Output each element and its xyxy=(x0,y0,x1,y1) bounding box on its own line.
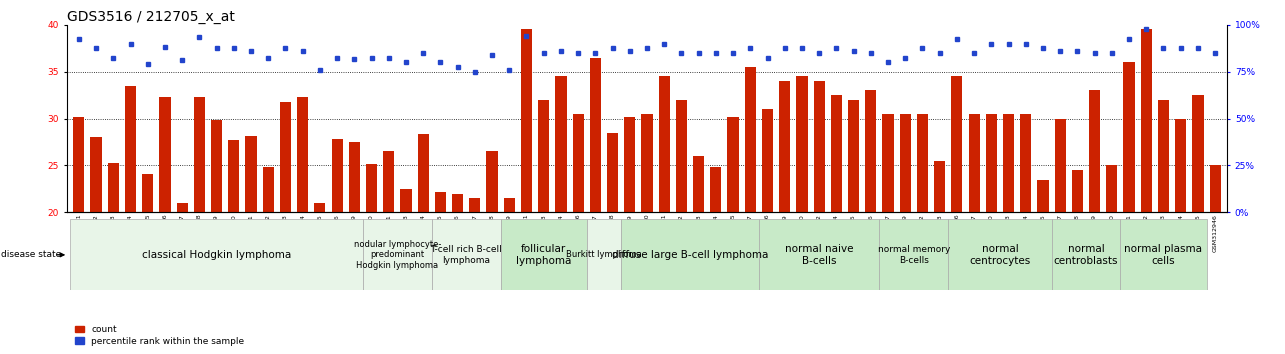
Bar xyxy=(948,219,1051,290)
Bar xyxy=(1174,119,1186,212)
Bar xyxy=(1121,219,1207,290)
Bar xyxy=(1123,62,1135,212)
Bar xyxy=(1158,100,1169,212)
Bar xyxy=(693,156,704,212)
Bar xyxy=(1051,219,1121,290)
Bar xyxy=(641,114,653,212)
Text: normal
centrocytes: normal centrocytes xyxy=(969,244,1031,266)
Bar xyxy=(383,152,394,212)
Bar xyxy=(434,192,446,212)
Bar xyxy=(1037,179,1049,212)
Text: normal naive
B-cells: normal naive B-cells xyxy=(785,244,853,266)
Bar xyxy=(108,163,120,212)
Bar xyxy=(813,81,825,212)
Bar xyxy=(362,219,432,290)
Bar xyxy=(607,133,618,212)
Text: disease state: disease state xyxy=(1,250,62,259)
Text: GDS3516 / 212705_x_at: GDS3516 / 212705_x_at xyxy=(67,10,235,24)
Bar xyxy=(865,90,876,212)
Bar xyxy=(520,29,532,212)
Bar xyxy=(727,117,739,212)
Text: classical Hodgkin lymphoma: classical Hodgkin lymphoma xyxy=(141,250,292,260)
Text: follicular
lymphoma: follicular lymphoma xyxy=(517,244,572,266)
Bar xyxy=(262,167,274,212)
Text: normal plasma
cells: normal plasma cells xyxy=(1124,244,1203,266)
Bar xyxy=(848,100,860,212)
Bar xyxy=(501,219,587,290)
Bar xyxy=(934,161,946,212)
Bar xyxy=(245,136,257,212)
Bar xyxy=(1141,29,1151,212)
Bar xyxy=(573,114,583,212)
Bar xyxy=(590,58,601,212)
Bar xyxy=(1020,114,1032,212)
Bar xyxy=(883,114,893,212)
Bar xyxy=(659,76,669,212)
Bar xyxy=(211,120,222,212)
Bar xyxy=(487,152,497,212)
Text: diffuse large B-cell lymphoma: diffuse large B-cell lymphoma xyxy=(612,250,768,260)
Bar xyxy=(366,164,377,212)
Bar xyxy=(143,174,153,212)
Bar xyxy=(332,139,343,212)
Bar xyxy=(297,97,308,212)
Bar xyxy=(676,100,687,212)
Bar xyxy=(711,167,721,212)
Bar xyxy=(401,189,411,212)
Bar xyxy=(1055,119,1065,212)
Text: normal
centroblasts: normal centroblasts xyxy=(1054,244,1118,266)
Bar xyxy=(1106,165,1118,212)
Bar xyxy=(587,219,621,290)
Bar xyxy=(879,219,948,290)
Bar xyxy=(779,81,790,212)
Bar xyxy=(176,203,188,212)
Bar xyxy=(125,86,136,212)
Bar xyxy=(1192,95,1204,212)
Bar xyxy=(504,198,515,212)
Bar xyxy=(917,114,928,212)
Bar xyxy=(621,219,759,290)
Bar xyxy=(969,114,979,212)
Bar xyxy=(469,198,481,212)
Bar xyxy=(432,219,501,290)
Text: T-cell rich B-cell
lymphoma: T-cell rich B-cell lymphoma xyxy=(430,245,502,264)
Bar xyxy=(90,137,102,212)
Bar xyxy=(831,95,842,212)
Bar xyxy=(1088,90,1100,212)
Bar xyxy=(1002,114,1014,212)
Bar xyxy=(315,203,325,212)
Bar xyxy=(759,219,879,290)
Bar xyxy=(418,133,429,212)
Bar xyxy=(538,100,549,212)
Bar xyxy=(762,109,774,212)
Bar xyxy=(1072,170,1083,212)
Legend: count, percentile rank within the sample: count, percentile rank within the sample xyxy=(72,321,248,349)
Bar xyxy=(194,97,206,212)
Bar xyxy=(452,194,463,212)
Bar xyxy=(986,114,997,212)
Bar xyxy=(797,76,807,212)
Bar xyxy=(555,76,567,212)
Bar xyxy=(280,102,292,212)
Text: Burkitt lymphoma: Burkitt lymphoma xyxy=(567,250,641,259)
Bar xyxy=(159,97,171,212)
Bar xyxy=(71,219,362,290)
Bar xyxy=(745,67,756,212)
Bar xyxy=(1209,165,1221,212)
Bar xyxy=(625,117,635,212)
Bar xyxy=(951,76,962,212)
Bar xyxy=(899,114,911,212)
Bar xyxy=(348,142,360,212)
Bar xyxy=(73,117,85,212)
Text: normal memory
B-cells: normal memory B-cells xyxy=(878,245,950,264)
Bar xyxy=(229,140,239,212)
Text: nodular lymphocyte-
predominant
Hodgkin lymphoma: nodular lymphocyte- predominant Hodgkin … xyxy=(353,240,441,270)
